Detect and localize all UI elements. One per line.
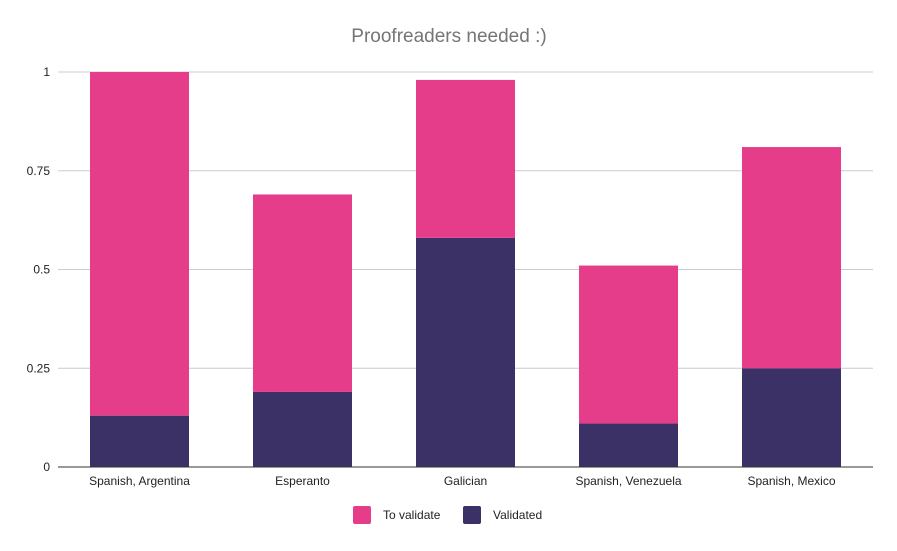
x-tick-label: Spanish, Argentina	[89, 474, 190, 488]
bars	[90, 72, 841, 467]
bar-validated	[416, 237, 515, 467]
x-tick-label: Galician	[444, 474, 487, 488]
legend-label: Validated	[493, 508, 542, 522]
chart-title: Proofreaders needed :)	[351, 26, 546, 47]
legend-swatch	[353, 506, 371, 524]
bar-to-validate	[416, 79, 515, 238]
y-tick-label: 1	[43, 65, 50, 79]
x-tick-label: Esperanto	[275, 474, 330, 488]
bar-validated	[253, 391, 352, 467]
legend[interactable]: To validate Validated	[353, 506, 542, 524]
bar-to-validate	[253, 194, 352, 392]
legend-swatch	[463, 506, 481, 524]
y-axis-tick-labels: 0 0.25 0.5 0.75 1	[27, 65, 51, 474]
y-tick-label: 0	[43, 460, 50, 474]
bar-validated	[742, 368, 841, 467]
bar-validated	[579, 423, 678, 467]
bar-to-validate	[742, 147, 841, 369]
y-tick-label: 0.5	[33, 263, 50, 277]
x-tick-label: Spanish, Mexico	[747, 474, 835, 488]
bar-validated	[90, 415, 189, 467]
bar-to-validate	[579, 265, 678, 424]
x-axis-tick-labels: Spanish, Argentina Esperanto Galician Spani…	[89, 474, 836, 488]
legend-label: To validate	[383, 508, 441, 522]
y-tick-label: 0.75	[27, 164, 51, 178]
bar-to-validate	[90, 72, 189, 416]
y-tick-label: 0.25	[27, 361, 51, 375]
x-tick-label: Spanish, Venezuela	[575, 474, 681, 488]
